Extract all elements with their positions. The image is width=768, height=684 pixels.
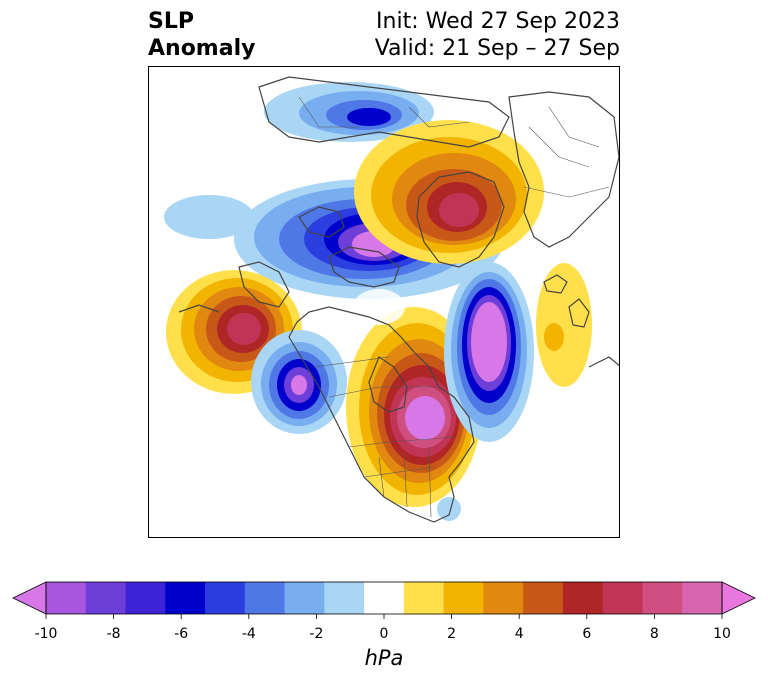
anomaly-gulf-light-low — [437, 497, 461, 521]
colorbar-unit-label: hPa — [364, 646, 404, 670]
anomaly-greenland-high — [354, 120, 544, 264]
colorbar-tick-label: 6 — [582, 626, 592, 642]
colorbar-cell — [205, 582, 246, 614]
colorbar — [12, 581, 756, 619]
map-svg — [164, 76, 619, 523]
colorbar-cell — [85, 582, 127, 614]
anomaly-north-atlantic-low — [444, 262, 534, 442]
colorbar-tick-label: -8 — [106, 626, 121, 642]
colorbar-cell — [46, 582, 87, 614]
colorbar-cell — [324, 582, 365, 614]
anomaly-eurasian-low — [264, 82, 434, 142]
title-left-line1: SLP — [148, 9, 194, 34]
political-borders — [298, 96, 610, 518]
colorbar-extend-left — [12, 581, 47, 615]
colorbar-cell — [483, 582, 524, 614]
colorbar-tick-label: 8 — [649, 626, 659, 642]
colorbar-cell — [523, 582, 564, 614]
colorbar-cell — [125, 582, 166, 614]
colorbar-cell — [403, 582, 445, 614]
anomaly-atlantic-small-high — [536, 263, 592, 387]
map-subtitle: Init: Wed 27 Sep 2023 Valid: 21 Sep – 27… — [375, 8, 620, 62]
colorbar-tick-label: -4 — [241, 626, 256, 642]
map-title: SLP Anomaly — [148, 8, 255, 62]
valid-range-label: Valid: 21 Sep – 27 Sep — [374, 36, 620, 61]
colorbar-cell — [443, 582, 484, 614]
slp-anomaly-map — [148, 66, 620, 538]
colorbar-tick-marks — [45, 614, 723, 619]
init-date-label: Init: Wed 27 Sep 2023 — [376, 9, 620, 34]
colorbar-tick-label: 4 — [514, 626, 524, 642]
colorbar-cell — [682, 582, 723, 614]
colorbar-cells — [46, 582, 723, 614]
colorbar-cell — [364, 582, 405, 614]
anomaly-neutral-zone — [353, 289, 405, 325]
colorbar-cell — [602, 582, 643, 614]
coastlines — [178, 76, 619, 523]
colorbar-cell — [284, 582, 325, 614]
colorbar-tick-label: 10 — [713, 626, 731, 642]
colorbar-cell — [642, 582, 683, 614]
title-left-line2: Anomaly — [148, 36, 256, 61]
colorbar-tick-label: 0 — [379, 626, 389, 642]
colorbar-tick-label: -6 — [174, 626, 189, 642]
colorbar-tick-label: -10 — [34, 626, 58, 642]
colorbar-extend-right — [721, 581, 756, 615]
colorbar-tick-label: 2 — [447, 626, 457, 642]
colorbar-cell — [165, 582, 206, 614]
anomaly-northeast-pacific-low — [251, 330, 347, 434]
anomaly-pacific-light-low — [164, 195, 254, 239]
colorbar-tick-label: -2 — [309, 626, 324, 642]
colorbar-cell — [562, 582, 604, 614]
anomaly-north-pacific-high — [166, 270, 302, 394]
colorbar-cell — [244, 582, 286, 614]
